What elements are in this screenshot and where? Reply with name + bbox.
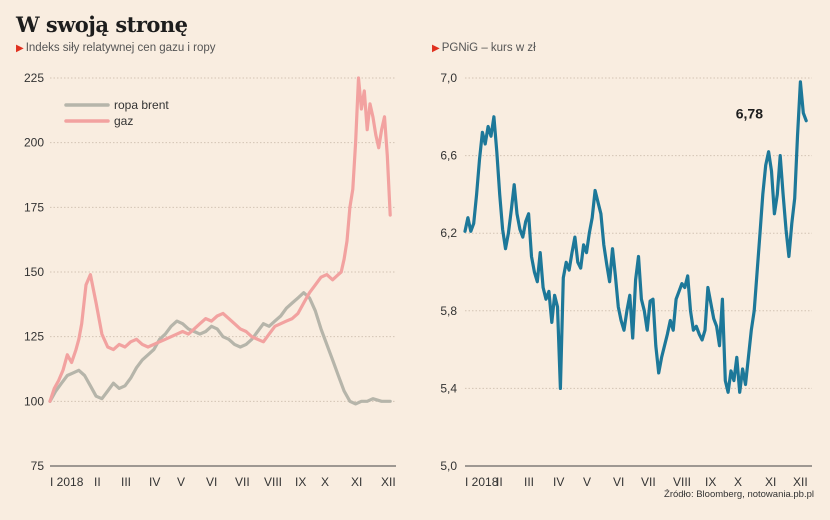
left-x-tick-label: IV [149, 475, 160, 489]
left-series-line-2 [48, 76, 392, 403]
right-x-tick-label: V [583, 475, 591, 489]
left-y-tick-label: 125 [24, 330, 44, 344]
left-y-tick-label: 75 [31, 459, 45, 473]
right-y-tick-label: 6,6 [440, 149, 457, 163]
left-x-tick-label: XI [351, 475, 362, 489]
right-x-tick-label: VII [641, 475, 656, 489]
right-y-tick-label: 6,2 [440, 226, 457, 240]
left-chart-subtitle: ▶ Indeks siły relatywnej cen gazu i ropy [16, 42, 216, 54]
left-chart-title: Indeks siły relatywnej cen gazu i ropy [25, 42, 216, 54]
left-x-tick-label: I 2018 [50, 475, 84, 489]
left-y-tick-label: 175 [24, 200, 44, 214]
left-series-line-1 [48, 291, 392, 406]
legend-label: gaz [114, 114, 133, 128]
right-chart-title: PGNiG – kurs w zł [441, 42, 536, 54]
left-x-tick-label: VII [235, 475, 250, 489]
right-y-tick-label: 5,4 [440, 381, 457, 395]
right-y-tick-label: 5,8 [440, 304, 457, 318]
right-x-tick-label: VI [613, 475, 624, 489]
left-x-tick-label: V [177, 475, 185, 489]
left-x-tick-label: III [121, 475, 131, 489]
right-x-tick-label: III [524, 475, 534, 489]
legend-label: ropa brent [114, 98, 169, 112]
right-x-tick-label: XII [793, 475, 808, 489]
left-x-tick-label: VIII [264, 475, 282, 489]
left-x-tick-label: IX [295, 475, 306, 489]
left-y-tick-label: 150 [24, 265, 44, 279]
right-y-tick-label: 5,0 [440, 459, 457, 473]
left-x-tick-label: X [321, 475, 329, 489]
left-y-tick-label: 100 [24, 394, 44, 408]
right-x-tick-label: IX [705, 475, 716, 489]
right-chart-subtitle: ▶ PGNiG – kurs w zł [432, 42, 536, 54]
triangle-marker-icon: ▶ [16, 43, 24, 54]
right-x-tick-label: I 2018 [465, 475, 499, 489]
right-x-tick-label: II [496, 475, 503, 489]
left-y-tick-label: 200 [24, 136, 44, 150]
right-x-tick-label: XI [765, 475, 776, 489]
right-x-tick-label: VIII [673, 475, 691, 489]
right-x-tick-label: IV [553, 475, 564, 489]
triangle-marker-icon: ▶ [432, 43, 440, 54]
right-x-tick-label: X [734, 475, 742, 489]
right-series-line-1 [463, 80, 808, 394]
left-y-tick-label: 225 [24, 71, 44, 85]
left-x-tick-label: VI [206, 475, 217, 489]
left-x-tick-label: XII [381, 475, 396, 489]
page-title: W swoją stronę [16, 12, 188, 37]
left-x-tick-label: II [94, 475, 101, 489]
last-value-annotation: 6,78 [736, 106, 763, 122]
right-y-tick-label: 7,0 [440, 71, 457, 85]
source-note: Źródło: Bloomberg, notowania.pb.pl [664, 489, 814, 500]
